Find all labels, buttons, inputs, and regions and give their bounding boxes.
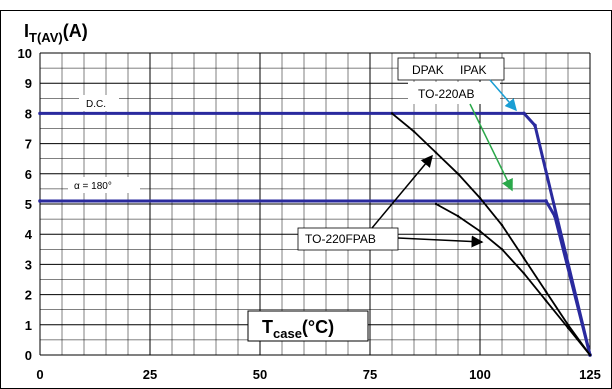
to220fpab-label: TO-220FPAB — [305, 232, 376, 246]
arrow-ipak — [489, 79, 517, 112]
x-tick-label: 125 — [579, 367, 601, 382]
series-2-point — [553, 214, 557, 218]
series-line-3 — [391, 112, 591, 356]
series-1-point — [533, 123, 537, 128]
dc-label: D.C. — [86, 99, 106, 110]
series-3-point — [456, 172, 460, 175]
dpak-label: DPAK — [412, 63, 444, 77]
x-tick-label: 100 — [469, 367, 491, 382]
arrow-fpab-dc — [371, 154, 433, 229]
x-tick-label: 25 — [143, 367, 157, 382]
alpha-label: α = 180° — [74, 181, 112, 192]
y-tick-label: 9 — [25, 76, 32, 91]
x-axis-title: Tcase(°C) — [262, 317, 334, 341]
y-tick-label: 4 — [25, 227, 33, 242]
series-3-point — [500, 223, 504, 227]
series-4-point — [544, 299, 548, 302]
series-2-point — [38, 199, 42, 203]
package-label-box — [397, 57, 505, 81]
series-3-point — [522, 257, 526, 260]
x-axis-title-box — [247, 310, 369, 342]
arrow-to220ab — [469, 103, 513, 192]
arrow-fpab-alpha — [397, 235, 484, 248]
series-4-point — [478, 229, 482, 233]
series-layer — [38, 111, 592, 357]
tick-layer: 0 25 50 75 100 125 0 1 2 3 4 5 6 7 8 9 10 — [18, 46, 601, 382]
alpha-label-bg — [68, 177, 140, 193]
y-tick-label: 6 — [25, 167, 32, 182]
series-4-point — [434, 202, 438, 206]
series-line-2 — [40, 199, 592, 356]
to220ab-label: TO-220AB — [418, 87, 474, 101]
series-1-point — [522, 111, 526, 116]
series-3-point — [544, 290, 548, 293]
grid — [39, 52, 591, 356]
x-tick-label: 75 — [363, 367, 377, 382]
series-4-point — [500, 248, 504, 251]
to220ab-label-bg — [408, 82, 500, 104]
series-4-point — [588, 353, 592, 357]
series-4-point — [522, 272, 526, 275]
y-tick-label: 10 — [18, 46, 32, 61]
series-line-4 — [435, 203, 591, 356]
y-tick-label: 7 — [25, 137, 32, 152]
dc-label-bg — [79, 95, 119, 111]
series-3-point — [390, 112, 394, 115]
y-tick-label: 8 — [25, 106, 32, 121]
series-3-point — [478, 196, 482, 200]
series-3-point — [434, 151, 438, 154]
ipak-label: IPAK — [460, 63, 486, 77]
series-4-point — [566, 326, 570, 330]
series-3-point — [412, 130, 416, 133]
y-tick-label: 3 — [25, 257, 32, 272]
series-1-point — [38, 111, 42, 116]
y-tick-label: 1 — [25, 318, 32, 333]
series-3-point — [566, 323, 570, 326]
series-4-point — [456, 214, 460, 218]
y-tick-label: 5 — [25, 197, 32, 212]
x-tick-label: 50 — [253, 367, 267, 382]
to220fpab-label-box — [297, 227, 399, 251]
series-line-1 — [40, 111, 592, 356]
x-tick-label: 0 — [36, 367, 43, 382]
y-tick-label: 0 — [25, 348, 32, 363]
series-2-point — [544, 199, 548, 203]
y-tick-label: 2 — [25, 288, 32, 303]
y-axis-title: IT(AV)(A) — [24, 21, 88, 45]
